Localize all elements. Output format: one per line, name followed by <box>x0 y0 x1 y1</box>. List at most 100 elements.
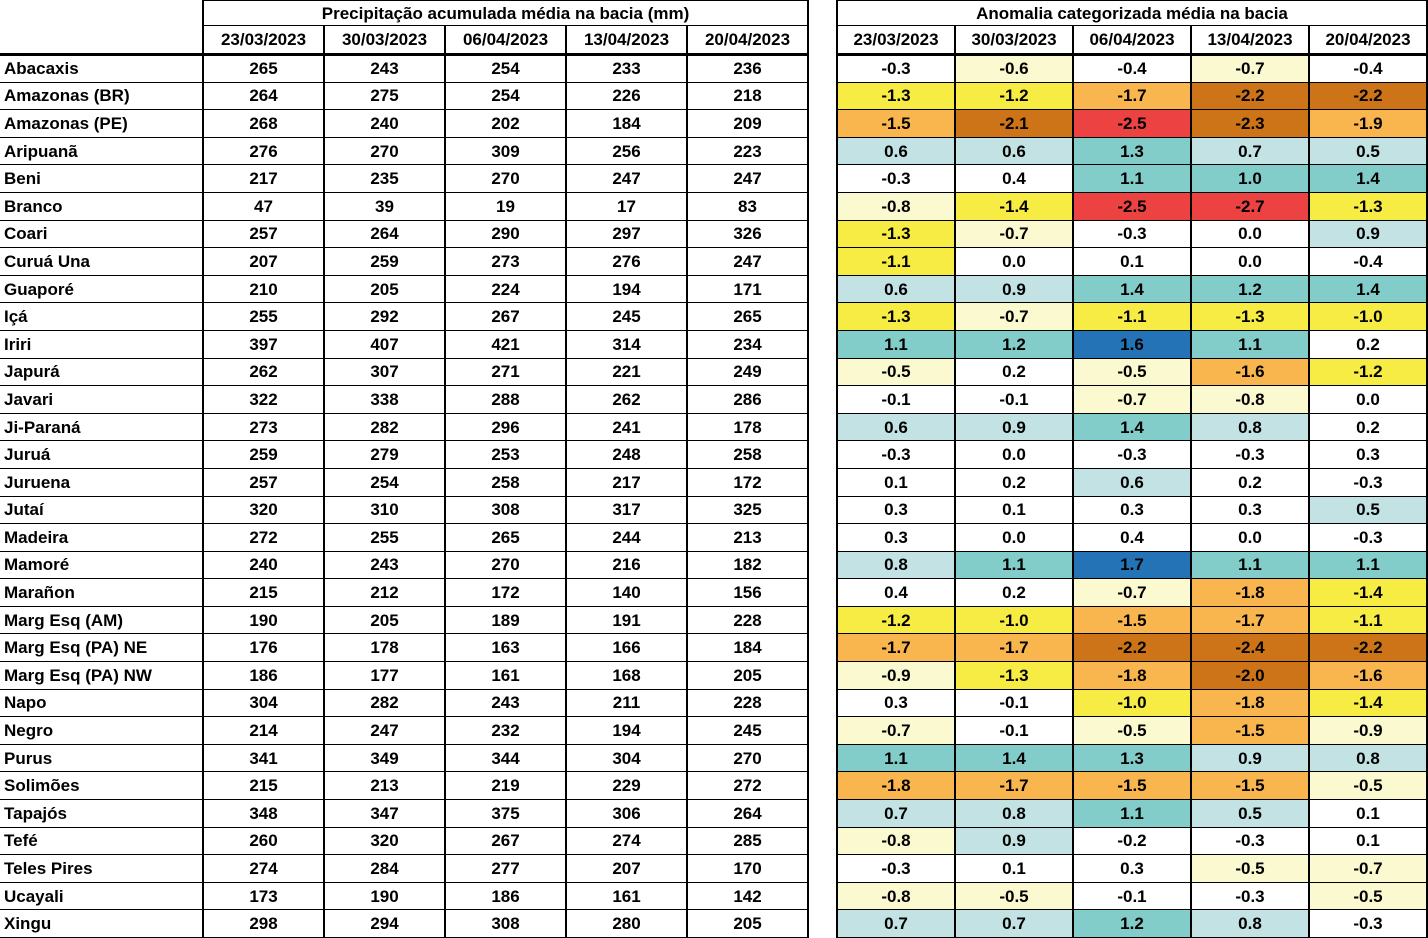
anomaly-row: 0.3 0.1 0.3 0.3 0.5 <box>836 495 1428 525</box>
basin-label: Solimões <box>0 771 204 801</box>
anomaly-value-cell: -1.4 <box>1308 688 1428 718</box>
precip-value-cell: 205 <box>323 605 446 635</box>
precip-title-row: Precipitação acumulada média na bacia (m… <box>0 0 809 26</box>
basin-label: Beni <box>0 164 204 193</box>
precip-value-cell: 210 <box>202 274 325 304</box>
precip-value-cell: 245 <box>565 302 688 331</box>
anomaly-value-cell: 0.7 <box>836 909 956 938</box>
precip-value-cell: 258 <box>444 467 567 497</box>
precip-row: Purus 341 349 344 304 270 <box>0 743 809 773</box>
anomaly-date-header: 06/04/2023 <box>1072 25 1192 56</box>
precip-value-cell: 190 <box>202 605 325 635</box>
precip-value-cell: 307 <box>323 357 446 387</box>
anomaly-value-cell: -0.3 <box>1308 909 1428 938</box>
anomaly-date-header: 13/04/2023 <box>1190 25 1310 56</box>
anomaly-value-cell: 0.9 <box>1190 743 1310 773</box>
anomaly-value-cell: -0.3 <box>1308 467 1428 497</box>
precip-row: Iriri 397 407 421 314 234 <box>0 329 809 359</box>
precip-row: Mamoré 240 243 270 216 182 <box>0 550 809 580</box>
anomaly-value-cell: -2.7 <box>1190 191 1310 221</box>
precip-table-title: Precipitação acumulada média na bacia (m… <box>202 0 809 26</box>
anomaly-value-cell: 0.3 <box>836 495 956 525</box>
precip-date-header: 13/04/2023 <box>565 25 688 56</box>
precip-date-header: 06/04/2023 <box>444 25 567 56</box>
basin-label: Marg Esq (AM) <box>0 605 204 635</box>
anomaly-value-cell: -0.4 <box>1308 247 1428 276</box>
anomaly-value-cell: -0.7 <box>1308 854 1428 883</box>
precip-value-cell: 255 <box>323 523 446 552</box>
precip-value-cell: 168 <box>565 661 688 690</box>
precip-value-cell: 304 <box>202 688 325 718</box>
precip-value-cell: 205 <box>323 274 446 304</box>
anomaly-value-cell: -2.2 <box>1308 81 1428 111</box>
precip-value-cell: 243 <box>323 550 446 580</box>
precip-value-cell: 306 <box>565 799 688 828</box>
precip-value-cell: 184 <box>686 633 809 663</box>
anomaly-value-cell: 1.1 <box>1190 550 1310 580</box>
basin-label: Marg Esq (PA) NE <box>0 633 204 663</box>
anomaly-value-cell: 0.0 <box>1308 385 1428 414</box>
anomaly-row: -1.1 0.0 0.1 0.0 -0.4 <box>836 247 1428 276</box>
precip-row: Solimões 215 213 219 229 272 <box>0 771 809 801</box>
anomaly-value-cell: -0.1 <box>836 385 956 414</box>
anomaly-dates-row: 23/03/2023 30/03/2023 06/04/2023 13/04/2023… <box>836 25 1428 56</box>
precip-value-cell: 253 <box>444 440 567 469</box>
precip-value-cell: 194 <box>565 274 688 304</box>
precip-value-cell: 308 <box>444 909 567 938</box>
precip-value-cell: 275 <box>323 81 446 111</box>
anomaly-value-cell: 0.1 <box>1308 826 1428 856</box>
precip-value-cell: 255 <box>202 302 325 331</box>
anomaly-value-cell: -0.7 <box>954 302 1074 331</box>
anomaly-value-cell: 0.3 <box>1072 495 1192 525</box>
precip-row: Marg Esq (PA) NW 186 177 161 168 205 <box>0 661 809 690</box>
anomaly-value-cell: -2.3 <box>1190 109 1310 138</box>
precip-row: Ucayali 173 190 186 161 142 <box>0 881 809 911</box>
anomaly-value-cell: 1.2 <box>954 329 1074 359</box>
anomaly-value-cell: -0.3 <box>836 440 956 469</box>
anomaly-value-cell: -1.8 <box>1072 661 1192 690</box>
precip-value-cell: 228 <box>686 688 809 718</box>
precip-value-cell: 273 <box>444 247 567 276</box>
precip-date-header: 30/03/2023 <box>323 25 446 56</box>
precip-value-cell: 264 <box>686 799 809 828</box>
precip-value-cell: 218 <box>686 81 809 111</box>
precip-value-cell: 217 <box>565 467 688 497</box>
precip-value-cell: 259 <box>202 440 325 469</box>
anomaly-value-cell: 1.7 <box>1072 550 1192 580</box>
precip-row: Madeira 272 255 265 244 213 <box>0 523 809 552</box>
precip-row: Branco 47 39 19 17 83 <box>0 191 809 221</box>
anomaly-value-cell: -2.2 <box>1072 633 1192 663</box>
precip-value-cell: 347 <box>323 799 446 828</box>
anomaly-value-cell: -0.1 <box>954 716 1074 745</box>
basin-label: Negro <box>0 716 204 745</box>
precip-value-cell: 244 <box>565 523 688 552</box>
basin-label: Tefé <box>0 826 204 856</box>
precip-value-cell: 47 <box>202 191 325 221</box>
table-gap <box>809 0 836 938</box>
anomaly-value-cell: -0.5 <box>1072 716 1192 745</box>
anomaly-value-cell: -1.3 <box>1190 302 1310 331</box>
anomaly-value-cell: 1.6 <box>1072 329 1192 359</box>
precip-value-cell: 270 <box>686 743 809 773</box>
anomaly-value-cell: -1.1 <box>1072 302 1192 331</box>
anomaly-value-cell: 0.0 <box>1190 523 1310 552</box>
anomaly-value-cell: 0.1 <box>954 854 1074 883</box>
precip-value-cell: 256 <box>565 136 688 166</box>
basin-label: Juruá <box>0 440 204 469</box>
anomaly-value-cell: 0.4 <box>1072 523 1192 552</box>
anomaly-value-cell: -0.1 <box>954 385 1074 414</box>
anomaly-value-cell: 0.5 <box>1190 799 1310 828</box>
precip-row: Tefé 260 320 267 274 285 <box>0 826 809 856</box>
precip-value-cell: 254 <box>323 467 446 497</box>
basin-label: Branco <box>0 191 204 221</box>
anomaly-date-header: 20/04/2023 <box>1308 25 1428 56</box>
precip-value-cell: 161 <box>444 661 567 690</box>
anomaly-row: -0.8 0.9 -0.2 -0.3 0.1 <box>836 826 1428 856</box>
anomaly-row: -0.9 -1.3 -1.8 -2.0 -1.6 <box>836 661 1428 690</box>
basin-label: Japurá <box>0 357 204 387</box>
anomaly-value-cell: -1.3 <box>836 81 956 111</box>
precip-value-cell: 176 <box>202 633 325 663</box>
anomaly-row: 0.6 0.9 1.4 1.2 1.4 <box>836 274 1428 304</box>
precip-value-cell: 241 <box>565 412 688 442</box>
anomaly-value-cell: -1.7 <box>1190 605 1310 635</box>
